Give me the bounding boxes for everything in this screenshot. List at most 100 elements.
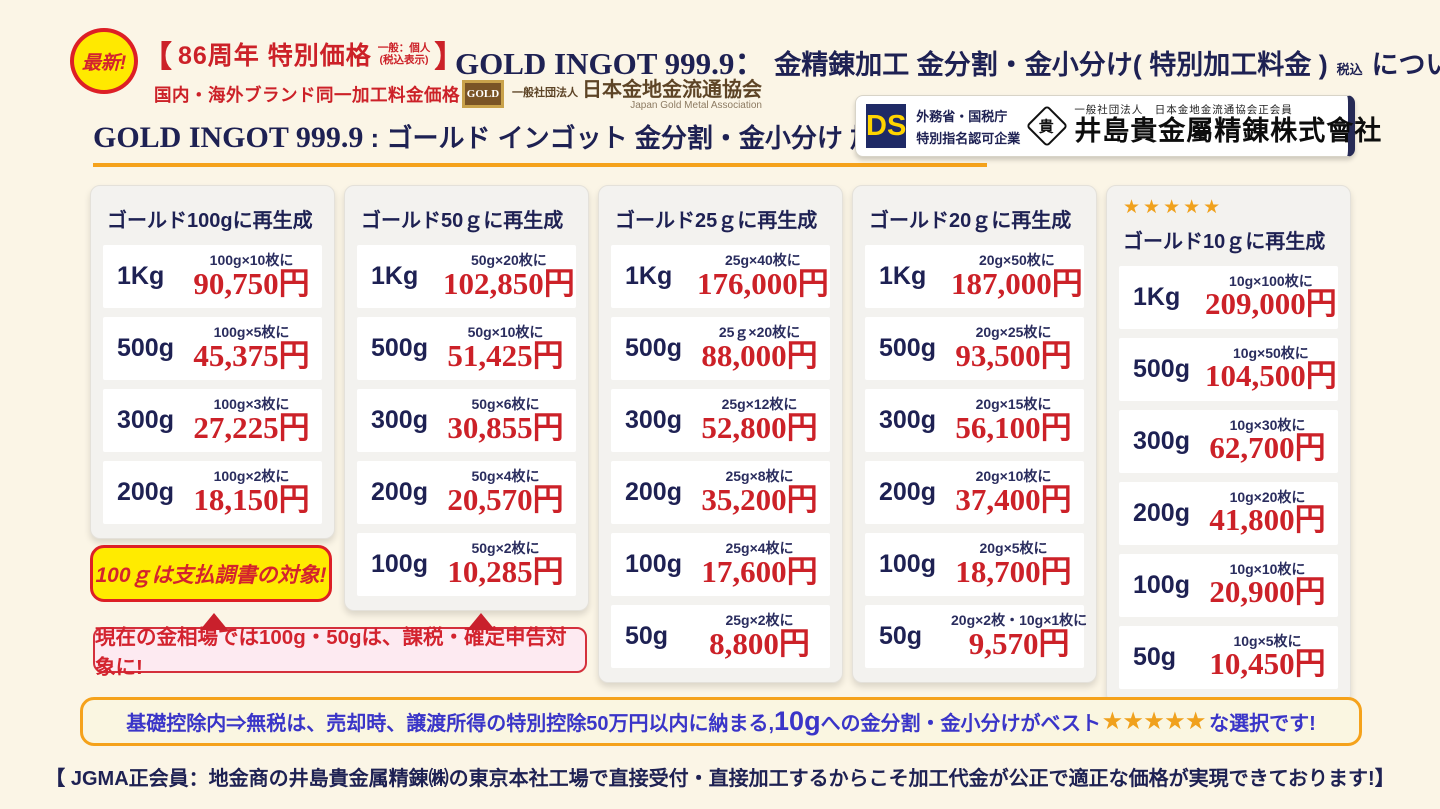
promo-title: 86周年 特別価格 <box>178 42 372 70</box>
weight-label: 300g <box>879 406 936 434</box>
payment-record-badge: 100ｇは支払調書の対象! <box>90 545 332 602</box>
pieces-label: 50g×6枚に <box>471 395 540 412</box>
pieces-label: 25g×2枚に <box>725 611 794 628</box>
price-row: 200g 20g×10枚に 37,400円 <box>865 461 1084 524</box>
price-value: 102,850円 <box>443 265 575 301</box>
pieces-label: 25g×12枚に <box>721 395 798 412</box>
pieces-label: 10g×10枚に <box>1229 560 1306 577</box>
company-badge: DS 外務省・国税庁 特別指名認可企業 貴 一般社団法人 日本金地金流通協会正会… <box>855 95 1381 157</box>
price-row: 50g 25g×2枚に 8,800円 <box>611 605 830 668</box>
weight-label: 500g <box>1133 354 1190 383</box>
weight-label: 300g <box>1133 426 1190 455</box>
recommendation-banner: 基礎控除内⇒無税は、売却時、譲渡所得の特別控除50万円以内に納まる, 10g へ… <box>80 697 1362 746</box>
price-row: 1Kg 25g×40枚に 176,000円 <box>611 245 830 308</box>
price-value: 9,570円 <box>968 625 1070 661</box>
price-value: 88,000円 <box>701 337 818 373</box>
price-row: 300g 10g×30枚に 62,700円 <box>1119 409 1338 473</box>
pieces-label: 20g×10枚に <box>975 467 1052 484</box>
pieces-label: 10g×50枚に <box>1232 344 1309 361</box>
price-row: 50g 20g×2枚・10g×1枚に 9,570円 <box>865 605 1088 668</box>
pieces-label: 10g×100枚に <box>1229 272 1313 289</box>
price-value: 52,800円 <box>701 409 818 445</box>
price-value: 56,100円 <box>955 409 1072 445</box>
price-card: ゴールド20ｇに再生成 1Kg 20g×50枚に 187,000円 500g 2… <box>852 185 1097 683</box>
weight-label: 300g <box>625 406 682 434</box>
weight-label: 1Kg <box>1133 282 1181 311</box>
price-row: 300g 20g×15枚に 56,100円 <box>865 389 1084 452</box>
pieces-label: 25g×8枚に <box>725 467 794 484</box>
pieces-label: 100g×3枚に <box>213 395 290 412</box>
banner-text-10g: 10g <box>774 706 821 736</box>
authority-approval: 外務省・国税庁 特別指名認可企業 <box>916 108 1021 146</box>
latest-badge-label: 最新! <box>81 52 127 74</box>
price-value: 10,450円 <box>1209 646 1326 682</box>
pieces-label: 10g×30枚に <box>1229 416 1306 433</box>
price-value: 20,570円 <box>447 481 564 517</box>
price-value: 35,200円 <box>701 481 818 517</box>
weight-label: 1Kg <box>625 262 673 290</box>
price-value: 18,700円 <box>955 553 1072 589</box>
price-row: 1Kg 50g×20枚に 102,850円 <box>357 245 576 308</box>
price-value: 45,375円 <box>193 337 310 373</box>
price-value: 176,000円 <box>697 265 829 301</box>
pieces-label: 100g×5枚に <box>213 323 290 340</box>
pieces-label: 10g×5枚に <box>1233 632 1302 649</box>
ds-logo-icon: DS <box>866 104 907 148</box>
price-value: 8,800円 <box>709 625 810 661</box>
weight-label: 1Kg <box>371 262 419 290</box>
banner-text-mid: への金分割・金小分けがベスト <box>820 713 1101 735</box>
pieces-label: 20g×5枚に <box>979 539 1048 556</box>
price-row: 100g 50g×2枚に 10,285円 <box>357 533 576 596</box>
banner-text-tail: な選択です! <box>1209 713 1316 735</box>
price-value: 27,225円 <box>193 409 310 445</box>
weight-label: 300g <box>117 406 174 434</box>
pieces-label: 25ｇ×20枚に <box>718 323 801 340</box>
weight-label: 100g <box>625 550 682 578</box>
weight-label: 200g <box>117 478 174 506</box>
pieces-label: 50g×4枚に <box>471 467 540 484</box>
pieces-label: 20g×2枚・10g×1枚に <box>951 611 1088 628</box>
page-title: GOLD INGOT 999.9： 金精錬加工 金分割・金小分け( 特別加工料金… <box>455 38 1440 83</box>
weight-label: 200g <box>1133 498 1190 527</box>
callout-arrow-icon <box>200 613 228 630</box>
tax-note: 現在の金相場では100g・50gは、課税・確定申告対象に! <box>93 613 587 679</box>
price-row: 300g 100g×3枚に 27,225円 <box>103 389 322 452</box>
price-row: 100g 25g×4枚に 17,600円 <box>611 533 830 596</box>
jgma-org-prefix: 一般社団法人 <box>512 87 578 99</box>
jgma-association-logo: GOLD 一般社団法人 日本金地金流通協会 Japan Gold Metal A… <box>462 80 762 112</box>
price-value: 187,000円 <box>951 265 1083 301</box>
weight-label: 500g <box>371 334 428 362</box>
pieces-label: 100g×2枚に <box>213 467 290 484</box>
price-value: 51,425円 <box>447 337 564 373</box>
card-title: ゴールド100gに再生成 <box>107 210 313 232</box>
pieces-label: 25g×4枚に <box>725 539 794 556</box>
price-row: 500g 100g×5枚に 45,375円 <box>103 317 322 380</box>
price-value: 41,800円 <box>1209 502 1326 538</box>
weight-label: 300g <box>371 406 428 434</box>
pieces-label: 50g×10枚に <box>467 323 544 340</box>
card-title: ゴールド20ｇに再生成 <box>869 210 1072 232</box>
price-value: 18,150円 <box>193 481 310 517</box>
price-value: 30,855円 <box>447 409 564 445</box>
jgma-org-name-en: Japan Gold Metal Association <box>630 100 762 111</box>
price-row: 200g 100g×2枚に 18,150円 <box>103 461 322 524</box>
price-row: 100g 20g×5枚に 18,700円 <box>865 533 1084 596</box>
jgma-org-name: 日本金地金流通協会 <box>582 79 762 101</box>
card-title: ゴールド50ｇに再生成 <box>361 210 564 232</box>
price-row: 100g 10g×10枚に 20,900円 <box>1119 553 1338 617</box>
pieces-label: 20g×15枚に <box>975 395 1052 412</box>
footer-note: 【 JGMA正会員：地金商の井島貴金属精錬㈱の東京本社工場で直接受付・直接加工す… <box>45 768 1395 790</box>
section-title-en: GOLD INGOT 999.9 <box>93 121 364 154</box>
price-row: 500g 20g×25枚に 93,500円 <box>865 317 1084 380</box>
company-crest-icon: 貴 <box>1026 104 1069 148</box>
price-value: 10,285円 <box>447 553 564 589</box>
promo-tax-note: 一般：個人 (税込表示) <box>377 41 431 66</box>
promo-subline: 国内・海外ブランド同一加工料金価格 <box>154 85 460 105</box>
weight-label: 100g <box>879 550 936 578</box>
section-title-sep: : <box>363 123 387 153</box>
price-row: 200g 10g×20枚に 41,800円 <box>1119 481 1338 545</box>
price-value: 90,750円 <box>193 265 310 301</box>
price-row: 200g 50g×4枚に 20,570円 <box>357 461 576 524</box>
pieces-label: 50g×20枚に <box>470 251 547 268</box>
price-value: 209,000円 <box>1205 286 1337 322</box>
